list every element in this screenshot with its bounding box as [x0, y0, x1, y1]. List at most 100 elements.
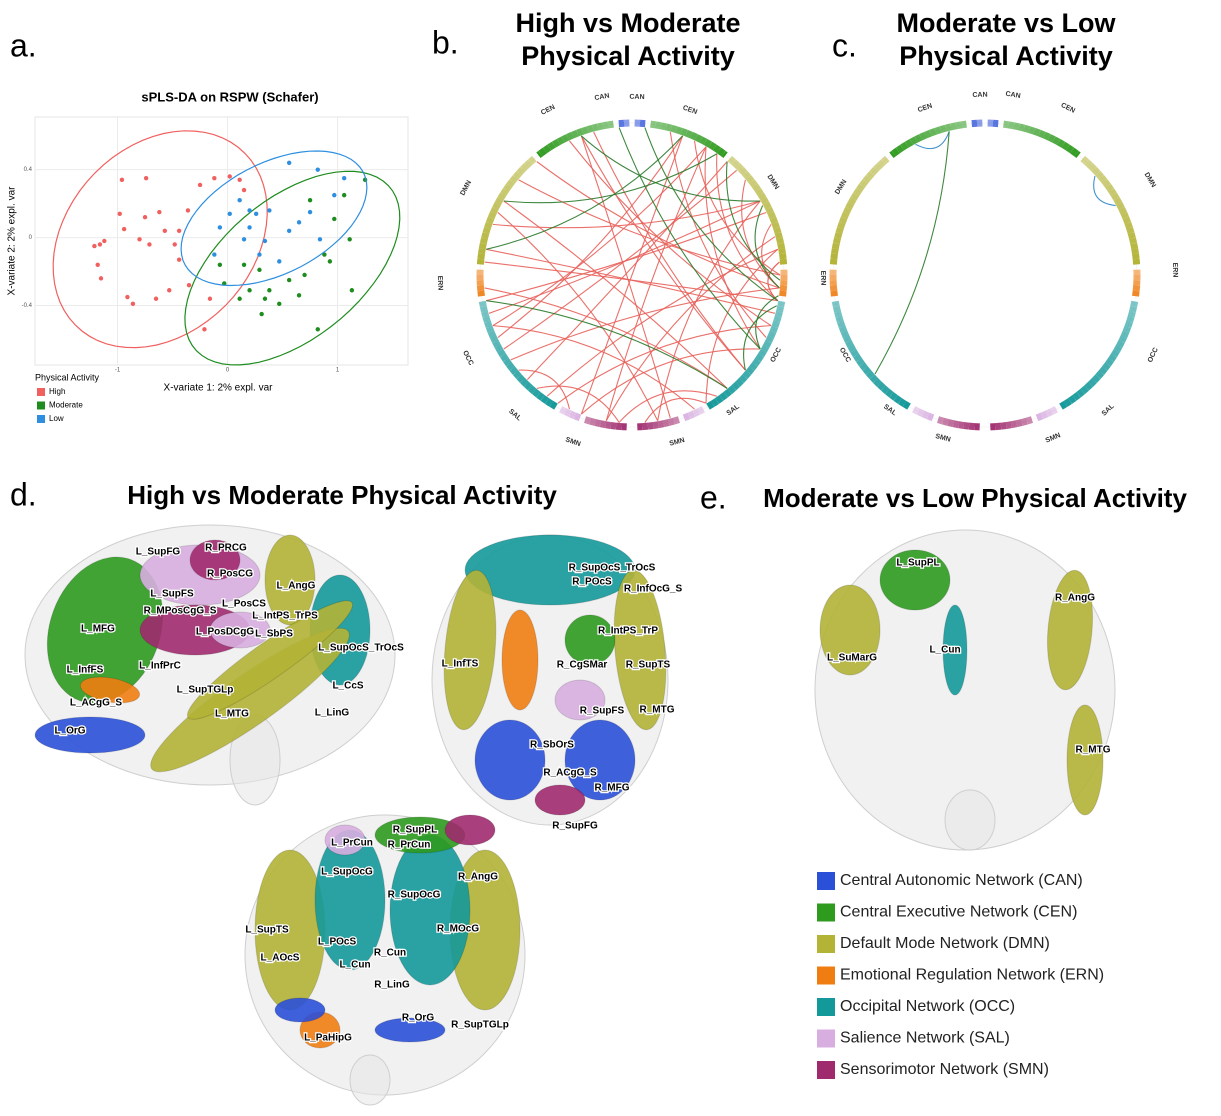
point: [99, 276, 103, 280]
region-label: L_SuMarG: [827, 653, 877, 664]
point: [308, 198, 312, 202]
chord-sector: [598, 126, 603, 127]
region-label: R_ACgG_S: [543, 768, 597, 779]
point: [302, 273, 306, 277]
region-label: R_MTG: [1076, 745, 1111, 756]
chord-sector: [1119, 204, 1121, 209]
region-label: L_ACgG_S: [70, 698, 123, 709]
chord-sector: [545, 148, 549, 151]
chord-sector: [547, 401, 551, 404]
chord-sector: [481, 249, 482, 254]
chord-sector: [891, 154, 893, 156]
chord-sector: [848, 342, 850, 347]
chord-sector: [482, 243, 483, 248]
chord-sector: [1027, 420, 1032, 422]
chord-sector: [1119, 342, 1121, 347]
point: [332, 193, 336, 197]
chord-title: Physical Activity: [521, 41, 735, 71]
chord-sector: [745, 173, 748, 177]
chord-sector: [608, 124, 613, 125]
chord-sector: [1126, 218, 1128, 223]
legend-label: Central Executive Network (CEN): [840, 904, 1077, 921]
chord-sector: [738, 381, 742, 385]
chord-sector: [658, 424, 663, 425]
chord-sector: [1087, 162, 1091, 166]
legend-title: Physical Activity: [35, 372, 100, 382]
point: [267, 288, 271, 292]
chord-sector: [1070, 398, 1074, 401]
chord-sector: [493, 208, 495, 213]
chord-sector: [1079, 391, 1083, 394]
legend-label: Low: [49, 414, 64, 423]
chord-sector: [1130, 317, 1132, 322]
chord-sector: [1044, 135, 1049, 137]
chord-sector: [1122, 208, 1124, 213]
chord-sector: [778, 312, 779, 317]
region-label: R_SupOcG: [388, 890, 441, 901]
region-label: L_Cun: [929, 645, 960, 656]
legend-label: Central Autonomic Network (CAN): [840, 872, 1083, 889]
chord-sector: [771, 332, 773, 337]
chord-sector: [1049, 137, 1054, 139]
chord-sector: [481, 254, 482, 259]
chord-sector: [483, 307, 484, 312]
chord-sector: [853, 194, 856, 199]
region-label: L_Cun: [339, 960, 370, 971]
legend-swatch: [37, 388, 45, 396]
region-label: L_SupOcG: [321, 867, 373, 878]
chord-sector: [1074, 395, 1078, 398]
chord-sector: [779, 238, 780, 243]
chord-sector: [862, 364, 865, 368]
legend-label: Default Mode Network (DMN): [840, 935, 1050, 952]
legend-label: Moderate: [49, 401, 83, 410]
chord-sector: [834, 249, 835, 254]
chord-sector: [872, 169, 876, 173]
chord-sector: [551, 404, 556, 407]
legend-swatch: [817, 872, 835, 890]
chord-sector: [485, 312, 486, 317]
point: [228, 174, 232, 178]
point: [98, 242, 102, 246]
chord-sector: [661, 126, 666, 127]
chord-sector: [503, 356, 506, 360]
point: [342, 193, 346, 197]
chord-sector: [752, 364, 755, 368]
chord-sector: [606, 425, 611, 426]
chord-sector: [538, 395, 542, 398]
chord-sector: [948, 422, 953, 423]
network-label: ERN: [1171, 263, 1178, 278]
region-label: R_CgSMar: [557, 660, 608, 671]
chord-sector: [782, 249, 783, 254]
chord-sector: [500, 351, 503, 356]
chord-sector: [1134, 301, 1135, 306]
point: [237, 198, 241, 202]
chord-sector: [1122, 337, 1124, 342]
chord-sector: [710, 145, 714, 148]
chord-sector: [526, 162, 530, 166]
chord-sector: [1091, 166, 1095, 170]
point: [144, 176, 148, 180]
chord-sector: [495, 342, 497, 347]
chord-sector: [761, 194, 764, 199]
chord-sector: [918, 412, 923, 414]
chord-sector: [674, 420, 679, 422]
chord-sector: [773, 327, 775, 332]
chord-sector: [859, 186, 862, 190]
chord-sector: [1034, 131, 1039, 133]
region-label: L_SupFS: [150, 589, 194, 600]
point: [212, 176, 216, 180]
chord-sector: [876, 381, 880, 385]
chord-sector: [723, 154, 725, 156]
point: [277, 302, 281, 306]
brain-region: [565, 615, 615, 665]
chord-sector: [549, 145, 553, 148]
legend-swatch: [817, 967, 835, 985]
point: [259, 312, 263, 316]
brain-region: [535, 785, 585, 815]
chord-sector: [568, 135, 573, 137]
chord-sector: [741, 377, 745, 381]
chord-sector: [713, 401, 717, 404]
chord-sector: [838, 312, 839, 317]
chord-sector: [869, 373, 872, 377]
chord-sector: [1083, 388, 1087, 391]
